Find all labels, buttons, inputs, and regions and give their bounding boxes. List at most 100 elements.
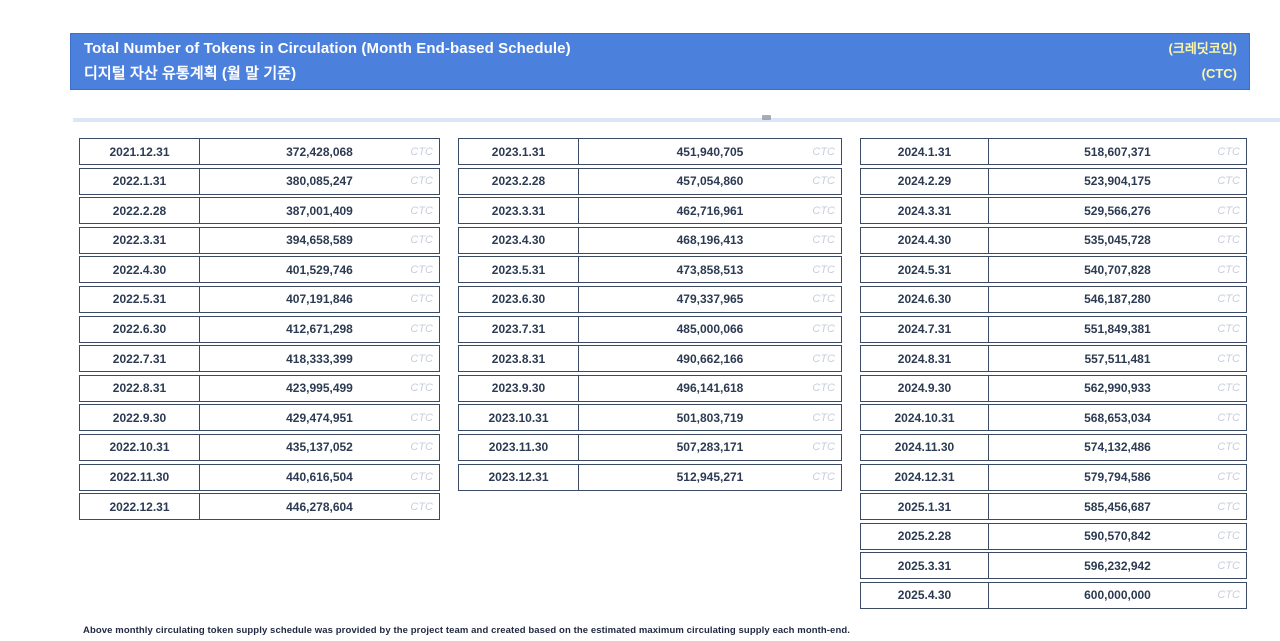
table-row: 2022.4.30 401,529,746 CTC bbox=[79, 256, 440, 284]
value-cell: 600,000,000 CTC bbox=[989, 583, 1246, 608]
value-cell: 485,000,066 CTC bbox=[579, 317, 841, 342]
value-cell: 418,333,399 CTC bbox=[200, 346, 439, 371]
unit-label: CTC bbox=[410, 263, 433, 276]
value-cell: 529,566,276 CTC bbox=[989, 198, 1246, 223]
unit-label: CTC bbox=[410, 234, 433, 247]
value-cell: 468,196,413 CTC bbox=[579, 228, 841, 253]
date-cell: 2023.8.31 bbox=[459, 346, 579, 372]
date-cell: 2024.1.31 bbox=[861, 139, 989, 164]
table-row: 2023.8.31 490,662,166 CTC bbox=[458, 345, 842, 373]
table-row: 2022.8.31 423,995,499 CTC bbox=[79, 374, 440, 402]
token-amount: 423,995,499 bbox=[286, 381, 353, 396]
date-cell: 2024.4.30 bbox=[861, 227, 989, 253]
value-cell: 473,858,513 CTC bbox=[579, 257, 841, 282]
unit-label: CTC bbox=[410, 411, 433, 424]
divider-handle bbox=[762, 115, 771, 120]
table-row: 2022.9.30 429,474,951 CTC bbox=[79, 404, 440, 432]
unit-label: CTC bbox=[1217, 530, 1240, 543]
date-cell: 2024.6.30 bbox=[861, 286, 989, 312]
unit-label: CTC bbox=[1217, 175, 1240, 188]
date-cell: 2024.11.30 bbox=[861, 434, 989, 460]
token-amount: 568,653,034 bbox=[1084, 410, 1151, 425]
token-amount: 451,940,705 bbox=[676, 144, 744, 159]
token-amount: 546,187,280 bbox=[1084, 292, 1151, 307]
table-row: 2023.4.30 468,196,413 CTC bbox=[458, 226, 842, 254]
unit-label: CTC bbox=[1217, 263, 1240, 276]
date-cell: 2025.3.31 bbox=[861, 553, 989, 579]
unit-label: CTC bbox=[812, 293, 835, 306]
value-cell: 446,278,604 CTC bbox=[200, 494, 439, 519]
date-cell: 2024.5.31 bbox=[861, 257, 989, 283]
date-cell: 2022.7.31 bbox=[80, 346, 200, 372]
unit-label: CTC bbox=[1217, 323, 1240, 336]
date-cell: 2024.9.30 bbox=[861, 375, 989, 401]
value-cell: 596,232,942 CTC bbox=[989, 553, 1246, 578]
unit-label: CTC bbox=[1217, 204, 1240, 217]
unit-label: CTC bbox=[410, 323, 433, 336]
token-amount: 479,337,965 bbox=[676, 292, 744, 307]
value-cell: 394,658,589 CTC bbox=[200, 228, 439, 253]
value-cell: 435,137,052 CTC bbox=[200, 435, 439, 460]
date-cell: 2022.12.31 bbox=[80, 494, 200, 520]
date-cell: 2024.8.31 bbox=[861, 346, 989, 372]
date-cell: 2022.11.30 bbox=[80, 464, 200, 490]
date-cell: 2022.1.31 bbox=[80, 168, 200, 194]
value-cell: 407,191,846 CTC bbox=[200, 287, 439, 312]
unit-label: CTC bbox=[1217, 293, 1240, 306]
token-amount: 457,054,860 bbox=[676, 174, 744, 189]
schedule-table-2023: 2023.1.31 451,940,705 CTC 2023.2.28 457,054,… bbox=[458, 138, 842, 493]
table-row: 2023.2.28 457,054,860 CTC bbox=[458, 167, 842, 195]
value-cell: 535,045,728 CTC bbox=[989, 228, 1246, 253]
unit-label: CTC bbox=[410, 175, 433, 188]
token-amount: 579,794,586 bbox=[1084, 470, 1151, 485]
token-amount: 473,858,513 bbox=[676, 262, 744, 277]
table-row: 2022.3.31 394,658,589 CTC bbox=[79, 226, 440, 254]
table-row: 2022.7.31 418,333,399 CTC bbox=[79, 345, 440, 373]
token-amount: 485,000,066 bbox=[676, 322, 744, 337]
value-cell: 372,428,068 CTC bbox=[200, 139, 439, 164]
table-row: 2024.1.31 518,607,371 CTC bbox=[860, 138, 1247, 165]
token-amount: 407,191,846 bbox=[286, 292, 353, 307]
table-row: 2023.10.31 501,803,719 CTC bbox=[458, 404, 842, 432]
table-row: 2023.12.31 512,945,271 CTC bbox=[458, 463, 842, 491]
date-cell: 2025.2.28 bbox=[861, 523, 989, 549]
token-amount: 490,662,166 bbox=[676, 351, 744, 366]
value-cell: 440,616,504 CTC bbox=[200, 465, 439, 490]
table-row: 2024.12.31 579,794,586 CTC bbox=[860, 463, 1247, 491]
token-amount: 429,474,951 bbox=[286, 410, 353, 425]
unit-label: CTC bbox=[410, 500, 433, 513]
value-cell: 387,001,409 CTC bbox=[200, 198, 439, 223]
value-cell: 457,054,860 CTC bbox=[579, 169, 841, 194]
divider-bar bbox=[73, 115, 1280, 122]
token-amount: 535,045,728 bbox=[1084, 233, 1151, 248]
value-cell: 568,653,034 CTC bbox=[989, 405, 1246, 430]
token-amount: 462,716,961 bbox=[676, 203, 744, 218]
unit-label: CTC bbox=[410, 293, 433, 306]
unit-label: CTC bbox=[812, 471, 835, 484]
unit-label: CTC bbox=[812, 234, 835, 247]
table-row: 2022.10.31 435,137,052 CTC bbox=[79, 433, 440, 461]
date-cell: 2024.10.31 bbox=[861, 405, 989, 431]
date-cell: 2022.8.31 bbox=[80, 375, 200, 401]
table-row: 2022.6.30 412,671,298 CTC bbox=[79, 315, 440, 343]
table-row: 2025.3.31 596,232,942 CTC bbox=[860, 552, 1247, 580]
schedule-table-2022: 2021.12.31 372,428,068 CTC 2022.1.31 380,085… bbox=[79, 138, 440, 523]
token-amount: 440,616,504 bbox=[286, 470, 353, 485]
token-amount: 512,945,271 bbox=[676, 470, 744, 485]
unit-label: CTC bbox=[812, 175, 835, 188]
token-amount: 380,085,247 bbox=[286, 174, 353, 189]
token-amount: 394,658,589 bbox=[286, 233, 353, 248]
table-row: 2022.12.31 446,278,604 CTC bbox=[79, 493, 440, 521]
footnote: Above monthly circulating token supply s… bbox=[83, 625, 850, 636]
table-row: 2024.3.31 529,566,276 CTC bbox=[860, 197, 1247, 225]
table-row: 2024.9.30 562,990,933 CTC bbox=[860, 374, 1247, 402]
date-cell: 2022.9.30 bbox=[80, 405, 200, 431]
value-cell: 507,283,171 CTC bbox=[579, 435, 841, 460]
date-cell: 2022.2.28 bbox=[80, 198, 200, 224]
token-amount: 435,137,052 bbox=[286, 440, 353, 455]
value-cell: 574,132,486 CTC bbox=[989, 435, 1246, 460]
date-cell: 2025.4.30 bbox=[861, 582, 989, 608]
table-row: 2025.2.28 590,570,842 CTC bbox=[860, 522, 1247, 550]
unit-label: CTC bbox=[1217, 559, 1240, 572]
token-amount: 387,001,409 bbox=[286, 203, 353, 218]
